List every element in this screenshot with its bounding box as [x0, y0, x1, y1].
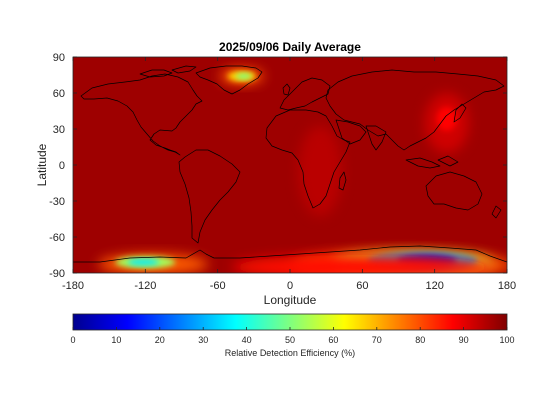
coastlines — [73, 65, 507, 263]
y-tick-label: 0 — [59, 160, 65, 172]
coastline-indonesia — [405, 155, 459, 169]
y-tick-label: -60 — [49, 232, 65, 244]
heatmap-region-4-layer-0 — [298, 126, 343, 216]
colorbar-tick-label: 80 — [415, 335, 425, 345]
heatmap-region-1-layer-2 — [127, 259, 160, 266]
heatmap-region-3-layer-1 — [436, 107, 457, 131]
x-tick-label: 120 — [425, 280, 443, 292]
y-tick-label: -90 — [49, 268, 65, 280]
colorbar-tick-label: 90 — [459, 335, 469, 345]
colorbar-tick-label: 20 — [155, 335, 165, 345]
y-tick-label: 30 — [53, 124, 65, 136]
x-axis-ticks: -180 -120 -60 0 60 120 180 — [62, 57, 516, 292]
x-axis-label: Longitude — [264, 293, 317, 307]
y-tick-label: -30 — [49, 196, 65, 208]
colorbar-tick-label: 40 — [242, 335, 252, 345]
y-tick-label: 60 — [53, 88, 65, 100]
colorbar-tick-label: 30 — [198, 335, 208, 345]
y-axis-ticks: 90 60 30 0 -30 -60 -90 — [49, 52, 507, 280]
colorbar-ticks: 0 10 20 30 40 50 60 70 80 90 100 — [70, 327, 515, 345]
coastline-arabia — [335, 119, 367, 145]
coastline-india — [365, 125, 387, 151]
coastline-australia — [425, 171, 483, 211]
coastline-british-isles — [282, 83, 291, 96]
heatmap-layer — [73, 57, 507, 273]
colorbar: 0 10 20 30 40 50 60 70 80 90 100 Relative Detectio… — [70, 313, 515, 358]
coastline-asia — [325, 69, 505, 151]
coastline-south-america — [178, 149, 241, 244]
coastline-arctic-islands — [139, 65, 197, 78]
coastline-madagascar — [338, 171, 347, 191]
colorbar-tick-label: 100 — [499, 335, 514, 345]
colorbar-label: Relative Detection Efficiency (%) — [225, 348, 355, 358]
chart-title: 2025/09/06 Daily Average — [219, 40, 361, 54]
coastline-africa — [265, 109, 351, 209]
heatmap-region-5-layer-0 — [232, 255, 493, 273]
coastline-antarctica — [73, 245, 507, 263]
y-tick-label: 90 — [53, 52, 65, 64]
heatmap-region-0-layer-2 — [235, 73, 252, 80]
x-tick-label: -180 — [62, 280, 84, 292]
coastline-japan — [453, 103, 467, 123]
colorbar-tick-label: 10 — [111, 335, 121, 345]
coastline-new-zealand — [491, 205, 502, 219]
y-axis-label: Latitude — [35, 143, 49, 186]
heatmap-background — [73, 57, 507, 273]
x-tick-label: 60 — [356, 280, 368, 292]
x-tick-label: -120 — [134, 280, 156, 292]
x-tick-label: 180 — [498, 280, 516, 292]
colorbar-tick-label: 0 — [70, 335, 75, 345]
coastline-north-america — [80, 73, 203, 156]
x-tick-label: -60 — [210, 280, 226, 292]
colorbar-tick-label: 50 — [285, 335, 295, 345]
x-tick-label: 0 — [287, 280, 293, 292]
coastline-europe — [279, 77, 331, 111]
colorbar-tick-label: 60 — [328, 335, 338, 345]
coastline-greenland — [195, 65, 263, 95]
colorbar-tick-label: 70 — [372, 335, 382, 345]
